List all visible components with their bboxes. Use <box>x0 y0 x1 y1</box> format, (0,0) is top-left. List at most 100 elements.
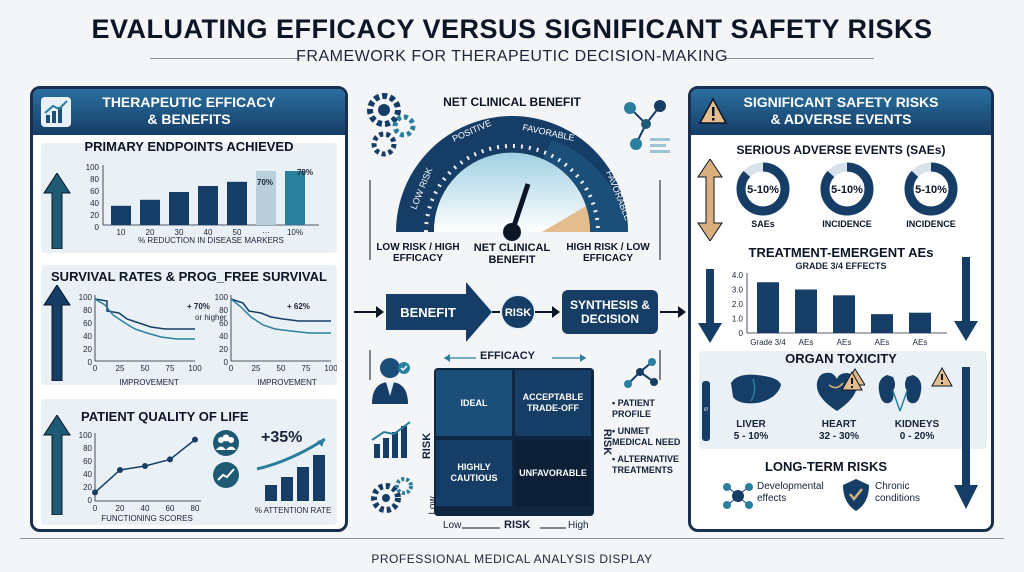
longterm-chronic: Chronic conditions <box>875 481 921 504</box>
endpoints-title: PRIMARY ENDPOINTS ACHIEVED <box>84 139 294 154</box>
longterm-developmental: Developmental effects <box>757 481 824 504</box>
survival-curve-treatment <box>94 298 195 330</box>
survival-x-tick: 50 <box>277 364 286 373</box>
net-benefit-gauge: NET CLINICAL BENEFIT LOW RISK POSITIVE F… <box>396 95 633 241</box>
endpoint-x-tick: 20 <box>146 228 155 237</box>
factor-unmet-need: • UNMET MEDICAL NEED <box>612 426 681 447</box>
sae-donut-value: 5-10% <box>747 184 779 196</box>
teae-x-tick: AEs <box>913 338 928 347</box>
survival-y-tick: 80 <box>83 306 92 315</box>
footer-rule <box>20 538 1004 539</box>
survival-right-caption: IMPROVEMENT <box>257 378 317 387</box>
down-arrow-icon <box>954 257 978 341</box>
qol-stat: +35% <box>261 429 303 446</box>
matrix-risk-arrow <box>462 527 566 529</box>
qol-chart: 100 80 60 40 20 00 20 40 60 80 FUNCTIONING SCORES <box>79 431 201 523</box>
sae-donut-value: 5-10% <box>915 184 947 196</box>
survival-y-tick: 40 <box>219 332 228 341</box>
matrix-axis-low: Low <box>443 520 462 531</box>
teae-bar <box>833 295 855 333</box>
matrix-axis-low-left: Low <box>427 496 439 515</box>
decision-factors: • PATIENT PROFILE • UNMET MEDICAL NEED •… <box>612 398 686 476</box>
survival-y-tick: 100 <box>79 293 93 302</box>
matrix-axis-high: High <box>568 520 589 531</box>
kidneys-icon <box>878 375 922 412</box>
survival-x-tick: 75 <box>166 364 175 373</box>
teae-x-tick: AEs <box>875 338 890 347</box>
sae-donut-label: SAEs <box>751 219 775 229</box>
factor-alternatives: • ALTERNATIVE TREATMENTS <box>612 454 679 475</box>
endpoint-y-tick: 20 <box>90 211 99 220</box>
teae-x-tick: AEs <box>837 338 852 347</box>
doctor-icon <box>372 358 410 404</box>
teae-x-tick: AEs <box>799 338 814 347</box>
flow-benefit-label: BENEFIT <box>400 305 456 320</box>
survival-y-tick: 20 <box>83 345 92 354</box>
organ-title: ORGAN TOXICITY <box>785 351 897 366</box>
matrix-cell-ideal: IDEAL <box>436 370 512 436</box>
attention-rate-bar <box>313 455 325 501</box>
survival-x-tick: 0 <box>229 364 234 373</box>
subtitle-rule-right <box>724 58 874 59</box>
svg-text:///: /// <box>704 407 709 413</box>
risk-efficacy-matrix: IDEAL ACCEPTABLE TRADE-OFF HIGHLY CAUTIO… <box>434 368 594 516</box>
endpoint-y-tick: 100 <box>86 163 100 172</box>
matrix-axis-bottom: RISK <box>504 519 531 531</box>
attention-rate-bar <box>281 477 293 501</box>
sae-donut-arc <box>820 162 874 216</box>
attention-rate-chart: % ATTENTION RATE <box>255 437 331 515</box>
footer-text: PROFESSIONAL MEDICAL ANALYSIS DISPLAY <box>371 552 653 566</box>
endpoint-label-mid: 70% <box>257 178 273 187</box>
survival-title: SURVIVAL RATES & PROG_FREE SURVIVAL <box>51 269 327 284</box>
endpoint-y-tick: 80 <box>90 175 99 184</box>
endpoint-x-tick: 30 <box>175 228 184 237</box>
endpoint-label-right: 70% <box>297 168 313 177</box>
survival-right-stat: + 62% <box>287 302 310 311</box>
shield-icon <box>843 479 869 511</box>
survival-y-tick: 60 <box>219 319 228 328</box>
organ-kidneys: KIDNEYS 0 - 20% <box>894 419 940 442</box>
attention-rate-bar <box>265 485 277 501</box>
qol-y-tick: 80 <box>83 444 92 453</box>
gears-icon <box>367 93 416 157</box>
teae-bar <box>795 289 817 333</box>
endpoint-bar <box>140 199 160 225</box>
subtitle-rule-left <box>150 58 300 59</box>
qol-point <box>167 456 173 463</box>
endpoint-bar <box>198 186 218 225</box>
sae-donut-label: INCIDENCE <box>822 219 872 229</box>
longterm-title: LONG-TERM RISKS <box>764 459 888 474</box>
safety-title-line1: SIGNIFICANT SAFETY RISKS <box>743 94 939 110</box>
growth-chart-icon <box>41 97 71 127</box>
endpoint-bar <box>256 171 276 225</box>
survival-x-tick: 25 <box>252 364 261 373</box>
teae-bar <box>757 282 779 333</box>
survival-y-tick: 60 <box>83 319 92 328</box>
sae-donut-arc <box>904 162 958 216</box>
gauge-center-label: NET CLINICAL BENEFIT <box>473 242 551 266</box>
matrix-efficacy-label: EFFICACY <box>480 350 535 362</box>
survival-left-stat: + 70% <box>187 302 210 311</box>
qol-point <box>142 463 148 470</box>
qol-point <box>92 489 98 496</box>
matrix-cell-acceptable: ACCEPTABLE TRADE-OFF <box>515 370 591 436</box>
qol-y-tick: 0 <box>88 496 93 505</box>
qol-caption: FUNCTIONING SCORES <box>101 514 193 523</box>
qol-x-tick: 0 <box>93 504 98 513</box>
down-arrow-icon <box>954 367 978 509</box>
gauge-left-label: LOW RISK / HIGH EFFICACY <box>376 242 460 264</box>
decision-flow: BENEFIT RISK SYNTHESIS & DECISION <box>354 282 686 342</box>
page-subtitle: FRAMEWORK FOR THERAPEUTIC DECISION-MAKIN… <box>296 48 728 65</box>
up-arrow-icon <box>43 173 71 249</box>
survival-x-tick: 100 <box>188 364 202 373</box>
survival-y-tick: 40 <box>83 332 92 341</box>
double-arrow-icon <box>697 159 723 241</box>
warning-icon <box>699 97 727 124</box>
endpoints-chart: 100 80 60 40 20 0 10 20 30 40 50 ··· 10% 70% 70% % … <box>86 163 319 245</box>
efficacy-title-line2: & BENEFITS <box>147 111 231 127</box>
people-group-icon <box>213 430 239 456</box>
survival-left-caption: IMPROVEMENT <box>119 378 179 387</box>
endpoint-y-tick: 40 <box>90 199 99 208</box>
survival-x-tick: 100 <box>324 364 337 373</box>
efficacy-panel-header: THERAPEUTIC EFFICACY & BENEFITS <box>33 89 345 135</box>
